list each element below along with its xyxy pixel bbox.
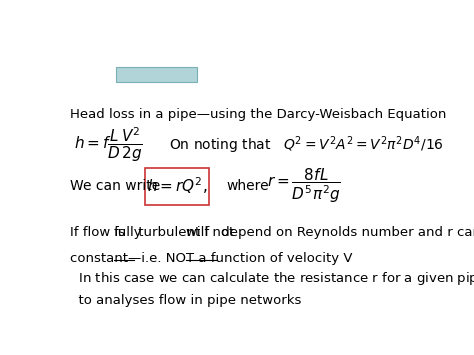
Text: $h = f\dfrac{L}{D}\dfrac{V^2}{2g}$: $h = f\dfrac{L}{D}\dfrac{V^2}{2g}$ — [74, 126, 143, 164]
Text: If flow is: If flow is — [70, 226, 130, 239]
Text: $h = rQ^2$,: $h = rQ^2$, — [147, 176, 207, 196]
Text: turbulent f: turbulent f — [134, 226, 213, 239]
Text: Head loss in a pipe—using the Darcy-Weisbach Equation: Head loss in a pipe—using the Darcy-Weis… — [70, 108, 447, 121]
Text: to analyses flow in pipe networks: to analyses flow in pipe networks — [70, 294, 301, 307]
Text: In this case we can calculate the resistance r for a given pipe  and use the for: In this case we can calculate the resist… — [70, 269, 474, 289]
Text: fully: fully — [114, 226, 143, 239]
Text: will not: will not — [185, 226, 234, 239]
Text: constant—i.e. NOT a function of velocity V: constant—i.e. NOT a function of velocity… — [70, 252, 353, 265]
FancyBboxPatch shape — [116, 67, 197, 82]
Text: On noting that   $Q^2 = V^2A^2 = V^2\pi^2D^4/16$: On noting that $Q^2 = V^2A^2 = V^2\pi^2D… — [169, 134, 444, 156]
Text: We can write: We can write — [70, 179, 161, 193]
Text: $r = \dfrac{8fL}{D^5\pi^2g}$: $r = \dfrac{8fL}{D^5\pi^2g}$ — [267, 167, 341, 205]
Text: depend on Reynolds number and r can be  considered a: depend on Reynolds number and r can be c… — [218, 226, 474, 239]
FancyBboxPatch shape — [145, 168, 209, 205]
Text: where: where — [227, 179, 269, 193]
